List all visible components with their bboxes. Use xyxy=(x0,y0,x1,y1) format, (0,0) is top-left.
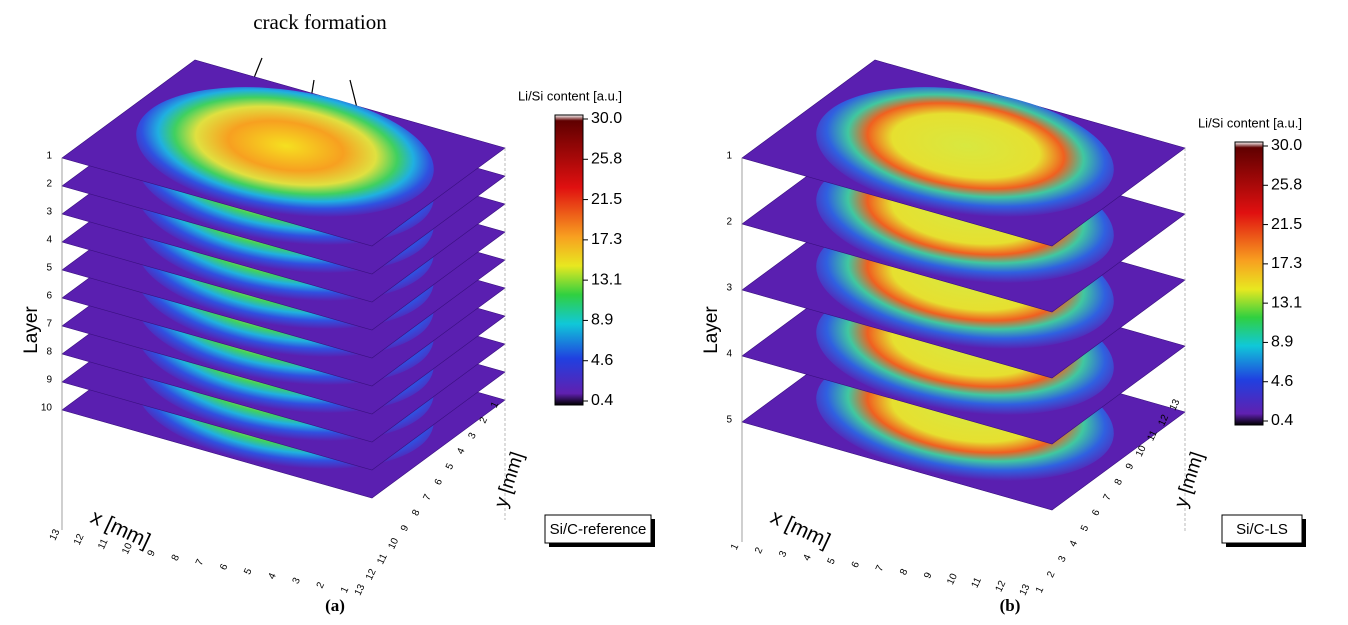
y-tick-label: 10 xyxy=(387,536,402,551)
layer-label: 2 xyxy=(46,179,52,190)
y-axis-label: y [mm] xyxy=(491,450,529,511)
colorbar xyxy=(1235,142,1263,425)
x-tick-label: 3 xyxy=(291,576,304,586)
y-tick-label: 5 xyxy=(444,461,457,471)
x-tick-label: 12 xyxy=(72,532,87,547)
y-tick-label: 7 xyxy=(421,492,434,502)
x-tick-label: 7 xyxy=(874,563,887,573)
colorbar-tick-label: 25.8 xyxy=(1271,177,1302,194)
colorbar-tick-label: 0.4 xyxy=(1271,412,1293,429)
layer-label: 4 xyxy=(726,349,732,360)
colorbar-tick-label: 21.5 xyxy=(1271,216,1302,233)
y-axis-label: y [mm] xyxy=(1171,450,1209,511)
colorbar-tick-label: 8.9 xyxy=(1271,334,1293,351)
layer-label: 6 xyxy=(46,291,52,302)
layer-label: 9 xyxy=(46,375,52,386)
x-tick-label: 7 xyxy=(194,557,207,567)
y-tick-label: 4 xyxy=(455,446,468,456)
x-axis-label: x [mm] xyxy=(767,505,834,552)
y-tick-label: 8 xyxy=(1113,477,1126,487)
z-axis-label: Layer xyxy=(701,306,722,354)
x-tick-label: 3 xyxy=(777,549,790,559)
y-tick-label: 9 xyxy=(399,523,412,533)
x-tick-label: 1 xyxy=(339,585,352,595)
layer-label: 1 xyxy=(46,151,52,162)
layer-label: 4 xyxy=(46,235,52,246)
y-tick-label: 12 xyxy=(364,567,379,582)
y-tick-label: 7 xyxy=(1101,492,1114,502)
figure: crack formation 109876543211312111098765… xyxy=(0,0,1348,625)
x-tick-label: 5 xyxy=(242,566,255,576)
y-tick-label: 8 xyxy=(410,508,423,518)
y-tick-label: 3 xyxy=(466,431,479,441)
y-tick-label: 9 xyxy=(1124,461,1137,471)
layer-label: 3 xyxy=(726,283,732,294)
panel-caption: (a) xyxy=(325,596,345,615)
layer-label: 8 xyxy=(46,347,52,358)
x-tick-label: 9 xyxy=(146,548,159,558)
y-tick-label: 2 xyxy=(1045,569,1058,579)
colorbar-tick-label: 0.4 xyxy=(591,392,613,409)
colorbar xyxy=(555,115,583,405)
x-tick-label: 9 xyxy=(922,570,935,580)
x-tick-label: 2 xyxy=(315,580,328,590)
panel-caption: (b) xyxy=(1000,596,1021,615)
x-tick-label: 6 xyxy=(218,562,231,572)
y-tick-label: 6 xyxy=(1090,508,1103,518)
x-tick-label: 4 xyxy=(266,571,279,581)
x-tick-label: 1 xyxy=(729,542,742,552)
colorbar-tick-label: 17.3 xyxy=(1271,255,1302,272)
colorbar-tick-label: 8.9 xyxy=(591,312,613,329)
layer-label: 7 xyxy=(46,319,52,330)
y-tick-label: 1 xyxy=(1034,585,1047,595)
layer-label: 1 xyxy=(726,151,732,162)
x-tick-label: 11 xyxy=(96,537,111,551)
layer-label: 10 xyxy=(41,403,53,414)
x-tick-label: 10 xyxy=(945,572,960,587)
z-axis-label: Layer xyxy=(21,306,42,354)
x-tick-label: 2 xyxy=(753,545,766,555)
x-tick-label: 12 xyxy=(994,579,1009,594)
y-tick-label: 5 xyxy=(1079,523,1092,533)
y-tick-label: 3 xyxy=(1056,554,1069,564)
layer-label: 3 xyxy=(46,207,52,218)
layer-label: 2 xyxy=(726,217,732,228)
sample-label: Si/C-LS xyxy=(1236,521,1288,538)
colorbar-tick-label: 17.3 xyxy=(591,231,622,248)
x-tick-label: 5 xyxy=(826,556,839,566)
colorbar-tick-label: 30.0 xyxy=(1271,137,1302,154)
colorbar-tick-label: 21.5 xyxy=(591,191,622,208)
colorbar-tick-label: 4.6 xyxy=(591,352,613,369)
x-tick-label: 11 xyxy=(970,575,985,589)
x-tick-label: 8 xyxy=(170,553,183,563)
x-tick-label: 8 xyxy=(898,567,911,577)
layer-label: 5 xyxy=(46,263,52,274)
x-tick-label: 13 xyxy=(48,527,63,542)
x-tick-label: 4 xyxy=(801,553,814,563)
y-tick-label: 13 xyxy=(353,582,368,597)
colorbar-title: Li/Si content [a.u.] xyxy=(1198,115,1302,130)
colorbar-tick-label: 13.1 xyxy=(591,271,622,288)
colorbar-tick-label: 4.6 xyxy=(1271,373,1293,390)
layer-label: 5 xyxy=(726,415,732,426)
y-tick-label: 11 xyxy=(375,552,390,566)
colorbar-tick-label: 13.1 xyxy=(1271,294,1302,311)
annotation: crack formation xyxy=(253,10,387,34)
x-tick-label: 6 xyxy=(850,560,863,570)
colorbar-tick-label: 30.0 xyxy=(591,110,622,127)
sample-label: Si/C-reference xyxy=(550,521,647,538)
y-tick-label: 2 xyxy=(478,415,491,425)
colorbar-tick-label: 25.8 xyxy=(591,151,622,168)
y-tick-label: 4 xyxy=(1068,539,1081,549)
y-tick-label: 6 xyxy=(433,477,446,487)
colorbar-title: Li/Si content [a.u.] xyxy=(518,88,622,103)
